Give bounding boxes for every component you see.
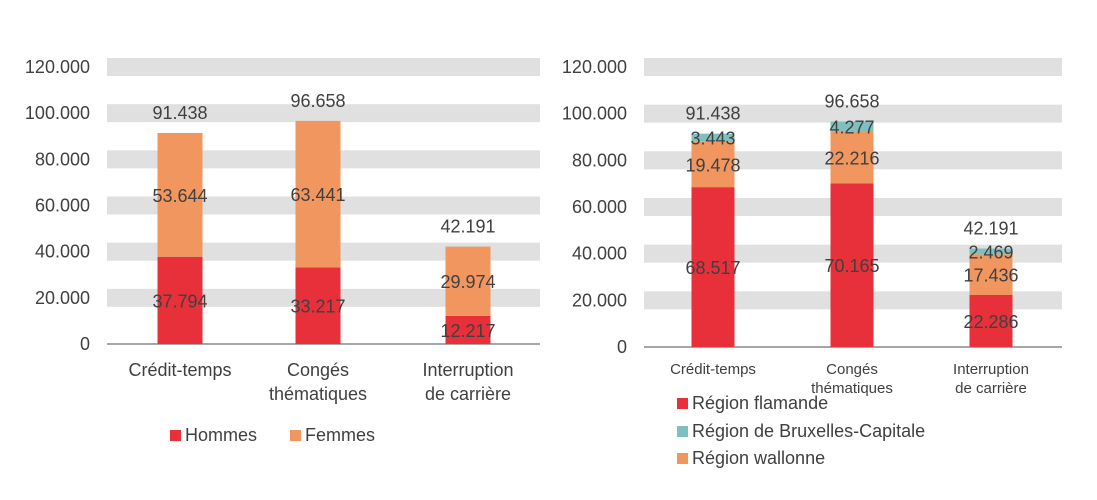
y-tick-label: 0 <box>80 334 90 354</box>
legend-swatch <box>290 430 301 441</box>
y-tick-label: 40.000 <box>35 242 90 262</box>
legend-item: Région de Bruxelles-Capitale <box>677 421 925 441</box>
bar-segment <box>830 121 874 132</box>
y-tick-label: 100.000 <box>562 104 627 124</box>
y-tick-label: 40.000 <box>572 244 627 264</box>
x-tick-label: Crédit-temps <box>128 360 231 380</box>
total-label: 42.191 <box>963 219 1018 239</box>
legend-item: Femmes <box>290 425 375 445</box>
y-tick-label: 120.000 <box>25 57 90 77</box>
x-tick-label: Interruption <box>422 360 513 380</box>
y-tick-label: 20.000 <box>572 290 627 310</box>
legend-swatch <box>170 430 181 441</box>
total-label: 96.658 <box>824 91 879 111</box>
y-tick-label: 80.000 <box>35 149 90 169</box>
total-label: 91.438 <box>152 103 207 123</box>
legend-item: Région wallonne <box>677 448 825 468</box>
x-tick-label: thématiques <box>811 380 893 397</box>
legend-label: Région wallonne <box>692 448 825 468</box>
y-tick-label: 80.000 <box>572 150 627 170</box>
y-tick-label: 60.000 <box>572 197 627 217</box>
bar-segment <box>691 141 735 188</box>
bar-segment <box>830 183 874 347</box>
data-label: 63.441 <box>290 185 345 205</box>
y-tick-label: 20.000 <box>35 288 90 308</box>
legend-label: Région flamande <box>692 393 828 413</box>
legend-swatch <box>677 426 688 437</box>
bar-segment <box>691 133 735 142</box>
x-tick-label: de carrière <box>425 384 511 404</box>
legend-item: Hommes <box>170 425 257 445</box>
legend-swatch <box>677 453 688 464</box>
data-label: 22.286 <box>963 312 1018 332</box>
bar-segment <box>445 246 491 316</box>
data-label: 2.469 <box>968 242 1013 262</box>
bar-segment <box>295 267 341 344</box>
bar-segment <box>295 120 341 268</box>
total-label: 42.191 <box>440 217 495 237</box>
y-tick-label: 0 <box>617 337 627 357</box>
total-label: 96.658 <box>290 91 345 111</box>
legend-label: Région de Bruxelles-Capitale <box>692 421 925 441</box>
y-tick-label: 120.000 <box>562 57 627 77</box>
grid-band <box>107 104 540 123</box>
legend-swatch <box>677 398 688 409</box>
data-label: 70.165 <box>824 256 879 276</box>
data-label: 19.478 <box>685 155 740 175</box>
legend-item: Région flamande <box>677 393 828 413</box>
x-tick-label: Congés <box>287 360 349 380</box>
chart-2: 0 20.000 40.000 60.000 80.000 100.000 120.000 6… <box>562 57 1062 468</box>
grid-band <box>644 58 1062 76</box>
bar-segment <box>691 187 735 347</box>
data-label: 68.517 <box>685 258 740 278</box>
x-tick-label: Congés <box>826 361 878 378</box>
data-label: 29.974 <box>440 272 495 292</box>
data-label: 3.443 <box>690 129 735 149</box>
bar-segment <box>445 315 491 344</box>
data-label: 33.217 <box>290 297 345 317</box>
grid-band <box>644 104 1062 123</box>
legend-label: Hommes <box>185 425 257 445</box>
x-tick-label: Interruption <box>953 361 1029 378</box>
bar-segment <box>969 248 1013 255</box>
bar-segment <box>969 294 1013 347</box>
x-tick-label: de carrière <box>955 380 1027 397</box>
data-label: 12.217 <box>440 321 495 341</box>
bar-segment <box>157 256 203 344</box>
x-tick-label: Crédit-temps <box>670 361 756 378</box>
chart-1: 0 20.000 40.000 60.000 80.000 100.000 120.000 3… <box>25 57 540 445</box>
data-label: 53.644 <box>152 186 207 206</box>
y-tick-label: 100.000 <box>25 103 90 123</box>
grid-band <box>107 58 540 76</box>
bar-segment <box>830 131 874 184</box>
x-tick-label: thématiques <box>269 384 367 404</box>
data-label: 22.216 <box>824 148 879 168</box>
data-label: 4.277 <box>829 117 874 137</box>
data-label: 37.794 <box>152 291 207 311</box>
legend-label: Femmes <box>305 425 375 445</box>
total-label: 91.438 <box>685 104 740 124</box>
data-label: 17.436 <box>963 266 1018 286</box>
bar-segment <box>157 132 203 257</box>
bar-segment <box>969 254 1013 295</box>
y-tick-label: 60.000 <box>35 196 90 216</box>
